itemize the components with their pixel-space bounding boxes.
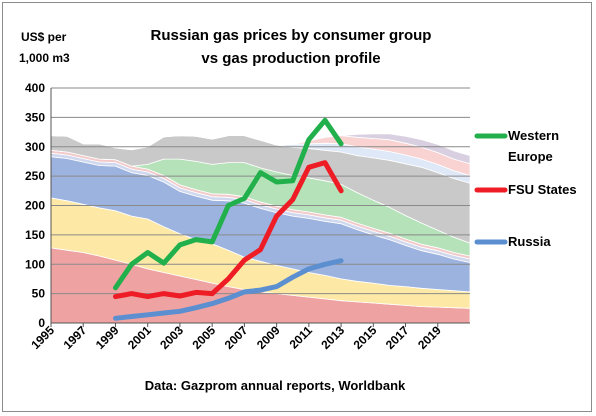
price-lines (113, 117, 344, 321)
x-tick-label: 2005 (189, 323, 218, 352)
series-line-russia (113, 258, 344, 321)
x-tick-label: 2017 (383, 323, 412, 352)
y-tick-label: 300 (25, 140, 45, 154)
y-tick-label: 200 (25, 199, 45, 213)
x-tick-label: 2003 (157, 323, 186, 352)
y-tick-label: 250 (25, 169, 45, 183)
x-tick-label: 2011 (287, 323, 316, 352)
axes: 0 50 100 150 200 250 300 350 400 1995 1997 1999 2001… (25, 81, 470, 352)
legend-label-western-europe-line1: Western (508, 128, 559, 143)
chart-subtitle: vs gas production profile (201, 50, 380, 67)
x-tick-label: 2015 (351, 323, 380, 352)
x-tick-label: 1995 (28, 323, 57, 352)
y-tick-label: 100 (25, 257, 45, 271)
y-tick-label: 0 (38, 316, 45, 330)
x-tick-label: 2001 (125, 323, 154, 352)
legend-label-russia: Russia (508, 234, 551, 249)
x-tick-label: 2007 (222, 323, 251, 352)
legend-label-fsu-states: FSU States (508, 182, 577, 197)
series-line-fsu-states (113, 160, 344, 300)
y-unit-line1: US$ per (21, 30, 67, 44)
x-tick-label: 2013 (318, 323, 347, 352)
y-tick-label: 150 (25, 228, 45, 242)
production-areas (50, 133, 471, 324)
y-tick-label: 400 (25, 81, 45, 95)
y-unit-line2: 1,000 m3 (19, 51, 70, 65)
y-tick-label: 350 (25, 110, 45, 124)
x-tick-label: 2009 (254, 323, 283, 352)
production-area-10 (50, 133, 471, 165)
x-tick-label: 2019 (415, 323, 444, 352)
series-line-western-europe (113, 117, 344, 291)
legend: Western Europe FSU States Russia (474, 128, 577, 249)
x-tick-label: 1997 (61, 323, 90, 352)
chart-title: Russian gas prices by consumer group (151, 27, 432, 44)
legend-label-western-europe-line2: Europe (508, 149, 553, 164)
source-note: Data: Gazprom annual reports, Worldbank (145, 378, 406, 393)
chart-frame: 0 50 100 150 200 250 300 350 400 1995 1997 1999 2001… (2, 2, 592, 412)
y-tick-label: 50 (32, 287, 46, 301)
x-tick-label: 1999 (93, 323, 122, 352)
chart-svg: 0 50 100 150 200 250 300 350 400 1995 1997 1999 2001… (19, 27, 577, 393)
